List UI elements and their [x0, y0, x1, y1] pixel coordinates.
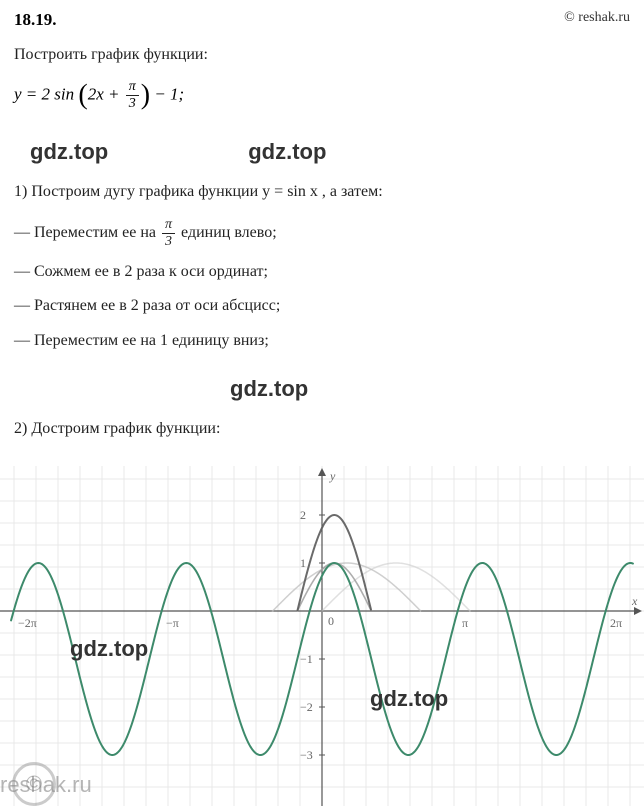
copyright-text: © reshak.ru — [564, 10, 630, 30]
part2: 2) Достроим график функции: — [0, 412, 644, 460]
watermark-gdz-1: gdz.top — [30, 139, 108, 165]
svg-text:1: 1 — [300, 556, 306, 570]
main-formula: y = 2 sin (2x + π3) − 1; — [14, 80, 630, 111]
chart: yx0−2π−ππ2π21−1−2−3 gdz.top gdz.top resh… — [0, 466, 644, 806]
step-intro-text: 1) Построим дугу графика функции y = sin… — [14, 183, 383, 200]
watermark-gdz-2: gdz.top — [248, 139, 326, 165]
watermark-gdz-3: gdz.top — [230, 376, 308, 401]
svg-text:−3: −3 — [300, 748, 313, 762]
step-1: — Переместим ее на π3 единиц влево; — [14, 218, 630, 249]
svg-text:−1: −1 — [300, 652, 313, 666]
step-part2: 2) Достроим график функции: — [14, 418, 630, 440]
watermark-row-1: gdz.top gdz.top — [0, 135, 644, 175]
frac-den: 3 — [129, 96, 136, 111]
step-3: — Растянем ее в 2 раза от оси абсцисс; — [14, 295, 630, 317]
formula-inner: 2x + — [88, 85, 124, 104]
svg-text:x: x — [631, 594, 638, 608]
svg-text:π: π — [462, 616, 468, 630]
step1-den: 3 — [165, 234, 172, 249]
step1-num: π — [162, 218, 175, 234]
paren-right: ) — [141, 80, 150, 111]
watermark-gdz-4: gdz.top — [70, 636, 148, 662]
step1-pre: — Переместим ее на — [14, 224, 160, 241]
svg-text:−π: −π — [166, 616, 179, 630]
watermark-row-2: gdz.top — [0, 370, 644, 412]
paren-left: ( — [78, 80, 87, 111]
content: Построить график функции: y = 2 sin (2x … — [0, 38, 644, 135]
step-2: — Сожмем ее в 2 раза к оси ординат; — [14, 261, 630, 283]
watermark-copyright-circle: © — [12, 762, 56, 806]
copyright-symbol: © — [26, 771, 42, 797]
svg-text:−2: −2 — [300, 700, 313, 714]
svg-text:0: 0 — [328, 614, 334, 628]
watermark-gdz-5: gdz.top — [370, 686, 448, 712]
svg-text:−2π: −2π — [18, 616, 37, 630]
step1-frac: π3 — [162, 218, 175, 249]
svg-text:2π: 2π — [610, 616, 622, 630]
frac-num: π — [126, 80, 139, 96]
formula-fraction: π3 — [126, 80, 139, 111]
step1-post: единиц влево; — [177, 224, 277, 241]
problem-number: 18.19. — [14, 10, 57, 30]
step-4: — Переместим ее на 1 единицу вниз; — [14, 330, 630, 352]
task-prompt: Построить график функции: — [14, 44, 630, 66]
formula-prefix: y = 2 sin — [14, 85, 74, 104]
formula-suffix: − 1; — [150, 85, 184, 104]
step-intro: 1) Построим дугу графика функции y = sin… — [14, 181, 630, 203]
steps: 1) Построим дугу графика функции y = sin… — [0, 175, 644, 370]
svg-text:y: y — [329, 469, 336, 483]
svg-text:2: 2 — [300, 508, 306, 522]
header: 18.19. © reshak.ru — [0, 0, 644, 38]
